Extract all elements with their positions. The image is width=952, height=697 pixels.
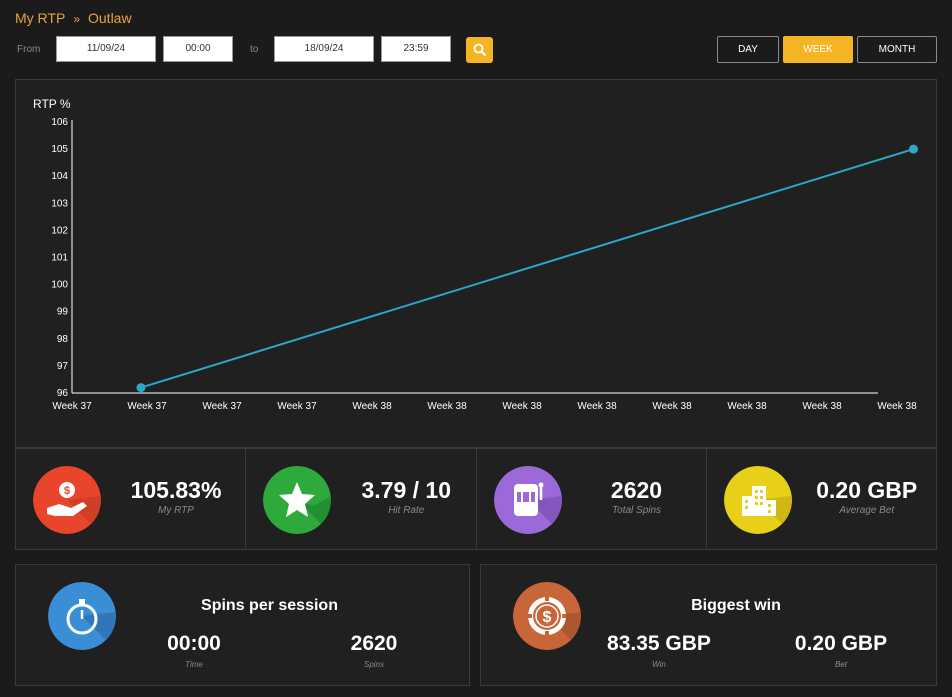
x-tick-label: Week 38: [352, 401, 392, 412]
rtp-chart-panel: RTP % 96 97 98 99 100 101 102 103 104 105 106 Week 3…: [15, 79, 937, 448]
y-tick-label: 96: [57, 388, 69, 399]
hit-rate-label: Hit Rate: [388, 505, 425, 516]
stat-my-rtp: $ 105.83% My RTP: [16, 449, 247, 549]
total-spins-value: 2620: [610, 477, 663, 503]
x-tick-label: Week 37: [202, 401, 242, 412]
svg-text:$: $: [543, 609, 552, 626]
rtp-data-point: [136, 383, 146, 393]
biggest-win-value: 83.35 GBP: [607, 632, 711, 655]
session-spins-value: 2620: [350, 632, 398, 655]
star-icon: [263, 466, 332, 534]
biggest-win-panel: $ Biggest win 83.35 GBP Win 0.20 GBP Bet: [480, 564, 937, 686]
to-label: to: [250, 44, 259, 55]
biggest-win-bet-label: Bet: [834, 660, 847, 669]
stat-average-bet: 0.20 GBP Average Bet: [707, 449, 936, 549]
x-tick-label: Week 38: [427, 401, 467, 412]
y-tick-label: 104: [51, 171, 68, 182]
biggest-win-title: Biggest win: [691, 597, 781, 614]
y-tick-label: 98: [57, 334, 69, 345]
y-tick-label: 105: [51, 144, 68, 155]
search-icon: [473, 43, 486, 57]
y-tick-label: 100: [51, 280, 68, 291]
hand-money-icon: $: [33, 466, 101, 534]
from-date-input[interactable]: 11/09/24: [56, 36, 156, 62]
period-day-button[interactable]: DAY: [717, 36, 779, 63]
y-axis-title: RTP %: [33, 97, 71, 111]
from-label: From: [17, 44, 41, 55]
my-rtp-label: My RTP: [158, 505, 194, 516]
stopwatch-icon: [48, 582, 116, 650]
x-tick-label: Week 38: [802, 401, 842, 412]
spins-per-session-panel: Spins per session 00:00 Time 2620 Spins: [15, 564, 470, 686]
average-bet-label: Average Bet: [839, 505, 895, 516]
hit-rate-value: 3.79 / 10: [361, 477, 452, 503]
spins-session-title: Spins per session: [201, 597, 338, 614]
x-tick-label: Week 37: [127, 401, 167, 412]
x-tick-label: Week 37: [52, 401, 92, 412]
y-tick-label: 103: [51, 198, 68, 209]
y-tick-label: 97: [57, 361, 69, 372]
x-tick-label: Week 38: [877, 401, 917, 412]
x-tick-label: Week 37: [277, 401, 317, 412]
rtp-data-point: [909, 144, 918, 154]
x-tick-label: Week 38: [502, 401, 542, 412]
biggest-win-label: Win: [652, 660, 666, 669]
my-rtp-value: 105.83%: [130, 477, 222, 503]
from-time-input[interactable]: 00:00: [163, 36, 233, 62]
x-tick-label: Week 38: [652, 401, 692, 412]
x-tick-label: Week 38: [577, 401, 617, 412]
y-tick-label: 101: [51, 253, 68, 264]
total-spins-label: Total Spins: [611, 505, 662, 516]
to-time-input[interactable]: 23:59: [381, 36, 451, 62]
breadcrumb-current: Outlaw: [88, 10, 132, 26]
search-button[interactable]: [466, 37, 493, 63]
session-time-value: 00:00: [167, 632, 221, 655]
session-spins-label: Spins: [363, 660, 384, 669]
rtp-series-line: [140, 148, 914, 389]
y-tick-label: 106: [51, 117, 68, 128]
casino-chip-icon: $: [513, 582, 581, 650]
to-date-input[interactable]: 18/09/24: [274, 36, 374, 62]
slot-machine-icon: [493, 466, 562, 534]
svg-text:$: $: [64, 485, 70, 497]
coin-stack-icon: [723, 466, 792, 534]
y-tick-label: 102: [51, 225, 68, 236]
breadcrumb: My RTP » Outlaw: [15, 10, 132, 26]
breadcrumb-root[interactable]: My RTP: [15, 10, 66, 26]
session-time-label: Time: [185, 660, 203, 669]
stats-row: $ 105.83% My RTP 3.79 / 10 Hit Rate: [15, 448, 937, 550]
period-week-button[interactable]: WEEK: [783, 36, 853, 63]
x-tick-label: Week 38: [727, 401, 767, 412]
period-month-button[interactable]: MONTH: [857, 36, 937, 63]
rtp-line-chart: RTP % 96 97 98 99 100 101 102 103 104 105 106 Week 3…: [33, 97, 918, 412]
stat-hit-rate: 3.79 / 10 Hit Rate: [246, 449, 477, 549]
breadcrumb-separator: »: [73, 12, 80, 26]
biggest-win-bet-value: 0.20 GBP: [794, 632, 888, 655]
date-filter-bar: From 11/09/24 00:00 to 18/09/24 23:59 DA…: [0, 36, 952, 64]
stat-total-spins: 2620 Total Spins: [477, 449, 707, 549]
y-tick-label: 99: [57, 307, 69, 318]
average-bet-value: 0.20 GBP: [816, 477, 918, 503]
